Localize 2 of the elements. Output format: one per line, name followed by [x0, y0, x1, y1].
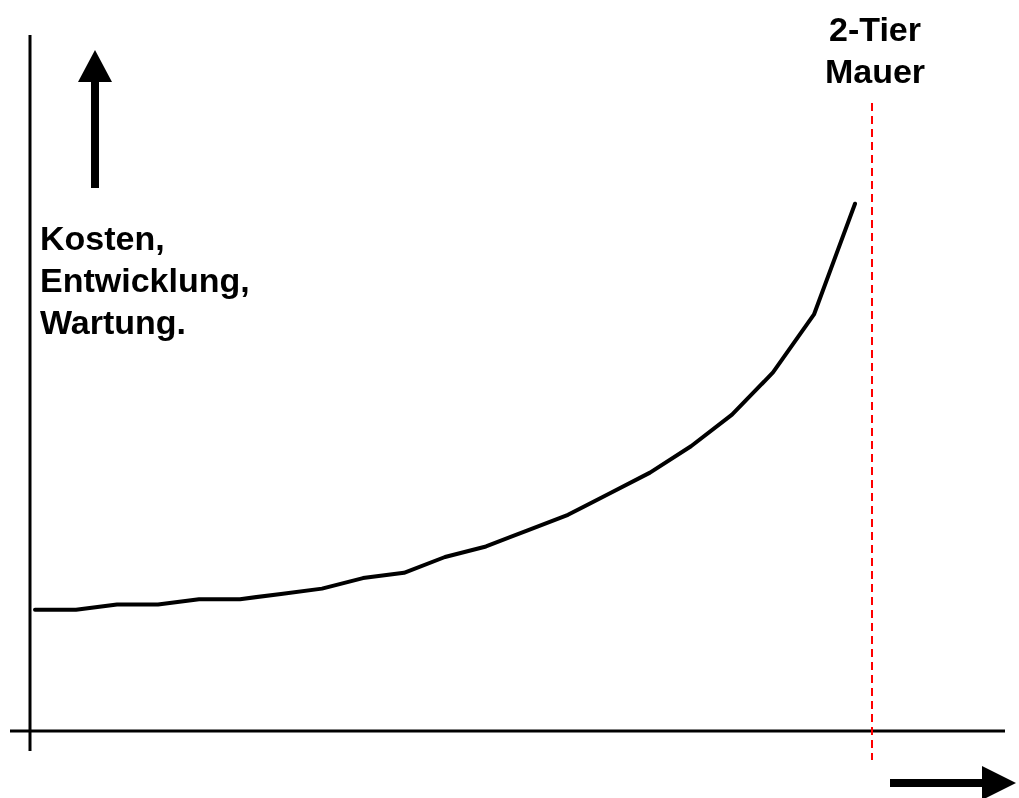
text: 2-Tier Mauer [823, 9, 927, 92]
y-axis-title: Kosten, Entwicklung, Wartung. [40, 219, 250, 341]
